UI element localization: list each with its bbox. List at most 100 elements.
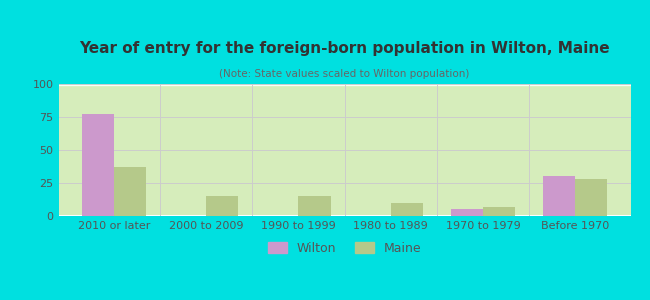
Bar (58, 86, 630, 182)
Bar (58, 84, 630, 85)
Bar (58, 86, 630, 180)
Bar (58, 86, 630, 191)
Bar (58, 86, 630, 207)
Bar (58, 85, 630, 104)
Bar (58, 86, 630, 157)
Bar (58, 86, 630, 136)
Bar (58, 86, 630, 167)
Bar (58, 86, 630, 197)
Bar (391, 203, 423, 216)
Bar (575, 179, 608, 216)
Bar (58, 86, 630, 162)
Bar (58, 86, 630, 200)
Bar (58, 85, 630, 93)
Bar (543, 176, 575, 216)
Bar (58, 87, 630, 213)
Legend: Wilton, Maine: Wilton, Maine (263, 237, 426, 260)
Bar (58, 86, 630, 118)
Bar (58, 85, 630, 114)
Bar (450, 209, 483, 216)
Bar (58, 86, 630, 141)
Bar (58, 86, 630, 155)
Bar (58, 85, 630, 96)
Bar (58, 86, 630, 169)
Bar (58, 86, 630, 129)
Bar (58, 86, 630, 143)
Bar (58, 85, 630, 116)
Bar (58, 86, 630, 159)
Bar (58, 86, 630, 175)
Bar (58, 85, 630, 109)
Bar (58, 87, 630, 215)
Bar (58, 86, 630, 163)
Bar (58, 85, 630, 108)
Bar (483, 207, 515, 216)
Bar (58, 85, 630, 101)
Bar (58, 86, 630, 128)
Bar (58, 86, 630, 164)
Bar (58, 85, 630, 91)
Bar (58, 86, 630, 194)
Bar (58, 85, 630, 117)
Bar (58, 87, 630, 212)
Bar (58, 86, 630, 137)
Bar (58, 86, 630, 149)
Bar (58, 85, 630, 110)
Bar (58, 86, 630, 203)
Bar (58, 86, 630, 190)
Bar (58, 86, 630, 195)
Bar (81, 114, 114, 216)
Bar (58, 86, 630, 192)
Bar (58, 85, 630, 113)
Bar (58, 86, 630, 130)
Bar (58, 86, 630, 134)
Bar (58, 86, 630, 151)
Bar (58, 86, 630, 199)
Bar (58, 86, 630, 138)
Bar (58, 86, 630, 121)
Bar (58, 86, 630, 147)
Bar (58, 86, 630, 154)
Bar (58, 86, 630, 206)
Bar (58, 86, 630, 186)
Bar (58, 85, 630, 92)
Bar (58, 86, 630, 140)
Bar (206, 196, 239, 216)
Bar (58, 86, 630, 202)
Text: (Note: State values scaled to Wilton population): (Note: State values scaled to Wilton pop… (219, 69, 470, 79)
Bar (58, 85, 630, 106)
Bar (58, 86, 630, 150)
Bar (58, 85, 630, 103)
Bar (58, 85, 630, 105)
Bar (58, 86, 630, 124)
Bar (58, 86, 630, 171)
Bar (58, 86, 630, 172)
Bar (58, 86, 630, 126)
Bar (58, 86, 630, 158)
Bar (58, 85, 630, 94)
Bar (58, 86, 630, 125)
Bar (58, 85, 630, 98)
Bar (58, 86, 630, 178)
Bar (298, 196, 331, 216)
Bar (58, 85, 630, 88)
Bar (58, 85, 630, 112)
Title: Year of entry for the foreign-born population in Wilton, Maine: Year of entry for the foreign-born popul… (79, 41, 610, 56)
Bar (58, 86, 630, 133)
Bar (58, 86, 630, 184)
Bar (58, 86, 630, 196)
Bar (58, 86, 630, 120)
Bar (58, 86, 630, 142)
Bar (58, 86, 630, 153)
Bar (58, 86, 630, 187)
Bar (58, 85, 630, 87)
Bar (58, 86, 630, 170)
Bar (58, 86, 630, 204)
Bar (58, 86, 630, 146)
Bar (58, 85, 630, 100)
Bar (58, 86, 630, 122)
Bar (58, 87, 630, 211)
Bar (58, 86, 630, 131)
Bar (58, 85, 630, 97)
Bar (58, 86, 630, 166)
